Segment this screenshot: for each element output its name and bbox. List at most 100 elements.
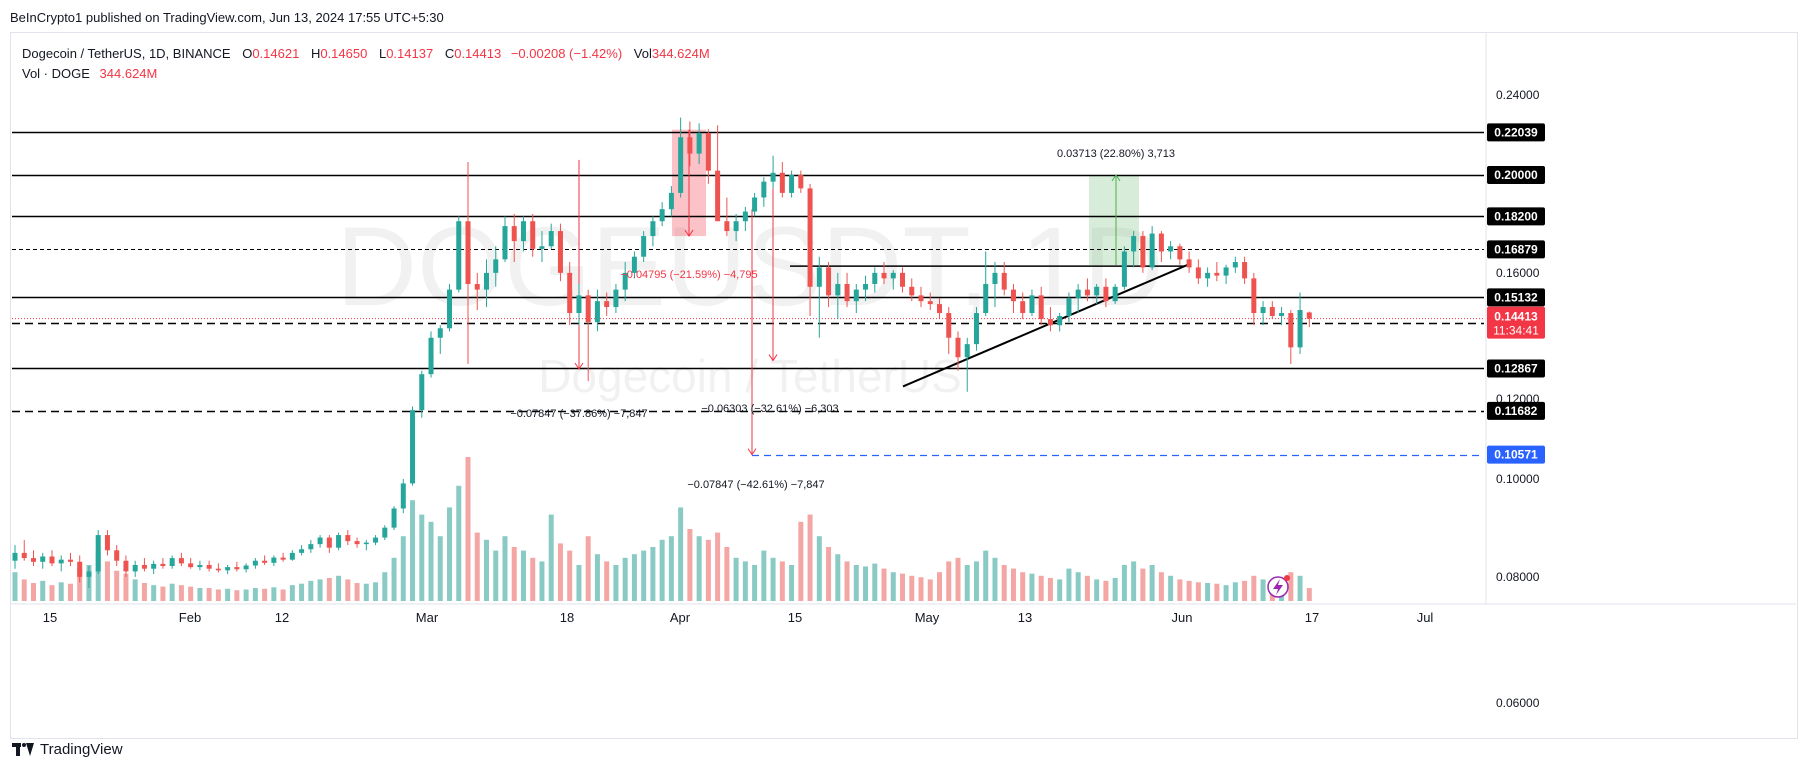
candle-body — [826, 267, 832, 296]
volume-bar — [631, 554, 637, 601]
candle-body — [909, 286, 915, 296]
candle-body — [973, 313, 979, 345]
measure-label: −0.06303 (−32.61%) −6,303 — [701, 403, 838, 415]
candle-body — [86, 571, 92, 577]
candle-body — [354, 541, 360, 545]
candle-body — [557, 231, 563, 273]
volume-bar — [197, 588, 203, 601]
level-price-box — [1487, 207, 1545, 226]
volume-bar — [557, 543, 563, 601]
volume-bar — [973, 561, 979, 601]
candle-body — [835, 283, 841, 296]
volume-bar — [807, 514, 813, 601]
candle-body — [336, 535, 342, 548]
level-price-box — [1487, 288, 1545, 307]
candle-body — [659, 209, 665, 222]
candle-body — [21, 552, 27, 559]
volume-bar — [49, 585, 55, 601]
volume-bar — [456, 485, 462, 601]
volume-bar — [483, 539, 489, 601]
candle-body — [807, 188, 813, 287]
volume-bar — [243, 589, 249, 601]
volume-bar — [326, 577, 332, 601]
candle-body — [428, 337, 434, 375]
volume-bar — [594, 554, 600, 601]
symbol-title[interactable]: Dogecoin / TetherUS, 1D, BINANCE — [22, 46, 231, 61]
volume-bar — [881, 568, 887, 601]
candle-body — [1186, 259, 1192, 268]
level-price-label: 0.20000 — [1494, 168, 1538, 182]
volume-bar — [1288, 572, 1294, 601]
candle-body — [687, 137, 693, 154]
volume-bar — [12, 572, 18, 601]
candle-body — [1001, 272, 1007, 290]
candle-body — [1242, 262, 1248, 279]
measure-label: −0.04795 (−21.59%) −4,795 — [620, 269, 757, 281]
volume-bar — [354, 583, 360, 601]
candle-body — [1020, 301, 1026, 314]
candle-body — [363, 542, 369, 545]
volume-bar — [132, 579, 138, 601]
measure-label: 0.03713 (22.80%) 3,713 — [1057, 148, 1175, 160]
candle-body — [1112, 286, 1118, 302]
volume-bar — [622, 557, 628, 601]
y-tick-label: 0.16000 — [1496, 266, 1540, 280]
trendline — [902, 263, 1189, 388]
open-label: O — [242, 46, 253, 61]
candle-body — [937, 304, 942, 314]
candle-body — [853, 289, 859, 302]
volume-bar — [262, 588, 268, 601]
candle-body — [1149, 233, 1155, 268]
volume-bar — [696, 536, 702, 601]
x-tick-label: 15 — [43, 610, 57, 625]
x-tick-label: Mar — [416, 610, 439, 625]
candle-body — [1047, 319, 1053, 326]
volume-bar — [1158, 572, 1164, 601]
tradingview-footer: TradingView — [12, 741, 123, 758]
candle-body — [881, 272, 887, 279]
low-value: 0.14137 — [386, 46, 434, 61]
high-value: 0.14650 — [320, 46, 368, 61]
candle-body — [696, 133, 702, 154]
tradingview-brand: TradingView — [40, 741, 123, 758]
candle-body — [1205, 272, 1211, 279]
volume-bar — [835, 554, 841, 601]
volume-bar — [1103, 580, 1109, 601]
candle-body — [918, 295, 924, 302]
volume-bar — [363, 583, 369, 601]
volume-indicator-label[interactable]: Vol · DOGE — [22, 66, 90, 81]
volume-bar — [271, 587, 277, 601]
candle-body — [1131, 236, 1137, 252]
candle-body — [1168, 246, 1174, 252]
volume-bar — [789, 565, 795, 601]
candle-body — [382, 527, 388, 538]
volume-bar — [576, 565, 582, 601]
volume-bar — [95, 550, 101, 601]
volume-bar — [123, 573, 129, 601]
candle-body — [1075, 289, 1081, 299]
x-tick-label: Jul — [1417, 610, 1434, 625]
candle-body — [1010, 289, 1016, 302]
chart-panel[interactable] — [10, 32, 1798, 739]
candle-body — [1066, 298, 1072, 317]
countdown-label: 11:34:41 — [1493, 324, 1539, 338]
open-value: 0.14621 — [252, 46, 300, 61]
volume-bar — [511, 547, 517, 601]
candle-body — [12, 552, 18, 561]
candle-body — [206, 564, 212, 569]
lightning-dot — [1284, 575, 1290, 581]
close-label: C — [444, 46, 455, 61]
measure-label: −0.07847 (−37.86%) −7,847 — [510, 408, 647, 420]
volume-bar — [1149, 565, 1155, 601]
volume-bar — [687, 529, 693, 601]
volume-bar — [1242, 580, 1248, 601]
level-price-box — [1487, 359, 1545, 378]
candle-body — [1279, 313, 1285, 317]
volume-row: Vol · DOGE 344.624M — [22, 64, 710, 84]
x-tick-label: Jun — [1172, 610, 1193, 625]
volume-bar — [114, 570, 120, 601]
candle-body — [1177, 246, 1183, 260]
candle-body — [465, 221, 471, 284]
high-label: H — [310, 46, 321, 61]
candle-body — [30, 558, 36, 562]
